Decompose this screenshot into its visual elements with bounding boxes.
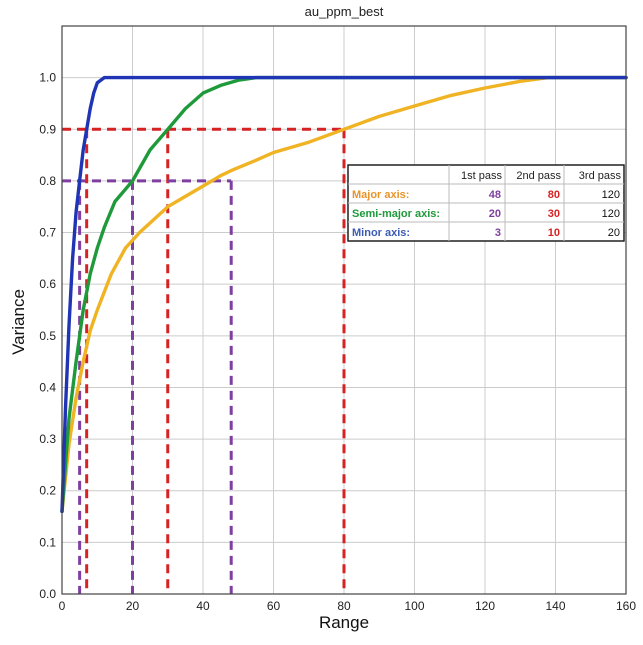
y-tick-label: 0.9 [39,122,56,136]
pass-table-header: 1st pass [461,170,502,182]
y-axis-label: Variance [9,289,28,355]
x-tick-label: 120 [475,599,495,613]
pass-table-header: 3rd pass [579,170,622,182]
x-tick-label: 60 [267,599,281,613]
y-tick-label: 0.5 [39,329,56,343]
x-axis-label: Range [319,613,369,632]
pass-table-cell: 20 [489,208,501,220]
y-tick-label: 0.4 [39,380,56,394]
y-tick-labels: 0.0 0.1 0.2 0.3 0.4 0.5 0.6 0.7 0.8 0.9 1.0 [39,71,56,601]
x-tick-label: 140 [545,599,565,613]
plot-frame [61,25,627,595]
x-tick-label: 20 [126,599,140,613]
y-tick-label: 0.8 [39,174,56,188]
series-lines [60,75,628,514]
y-tick-label: 0.6 [39,277,56,291]
pass-table-row-label: Major axis: [352,189,409,201]
pass-table-cell: 3 [495,227,501,239]
pass-table-cell: 20 [608,227,620,239]
pass-table-cell: 48 [489,189,501,201]
pass-table-row-label: Semi-major axis: [352,208,440,220]
pass-table-cell: 80 [548,189,560,201]
pass-table-cell: 120 [602,189,620,201]
pass-table-cell: 10 [548,227,560,239]
series-line-minor-axis [60,75,628,514]
y-tick-label: 0.7 [39,226,56,240]
series-line-major-axis [60,75,628,514]
x-tick-label: 80 [337,599,351,613]
y-tick-label: 0.3 [39,432,56,446]
x-tick-label: 160 [616,599,636,613]
y-tick-label: 0.2 [39,484,56,498]
pass-table-header: 2nd pass [516,170,561,182]
pass-table-cell: 30 [548,208,560,220]
series-line-semi-major-axis [60,75,628,514]
pass-table: 1st pass 2nd pass 3rd pass Major axis: 48 80 1… [347,164,625,242]
x-tick-label: 0 [59,599,66,613]
y-tick-label: 0.0 [39,587,56,601]
x-tick-labels: 0 20 40 60 80 100 120 140 160 [59,599,637,613]
y-tick-label: 1.0 [39,71,56,85]
pass-table-row-label: Minor axis: [352,227,410,239]
x-tick-label: 100 [404,599,424,613]
x-tick-label: 40 [196,599,210,613]
pass-table-cell: 120 [602,208,620,220]
y-tick-label: 0.1 [39,535,56,549]
chart-title: au_ppm_best [305,4,384,19]
